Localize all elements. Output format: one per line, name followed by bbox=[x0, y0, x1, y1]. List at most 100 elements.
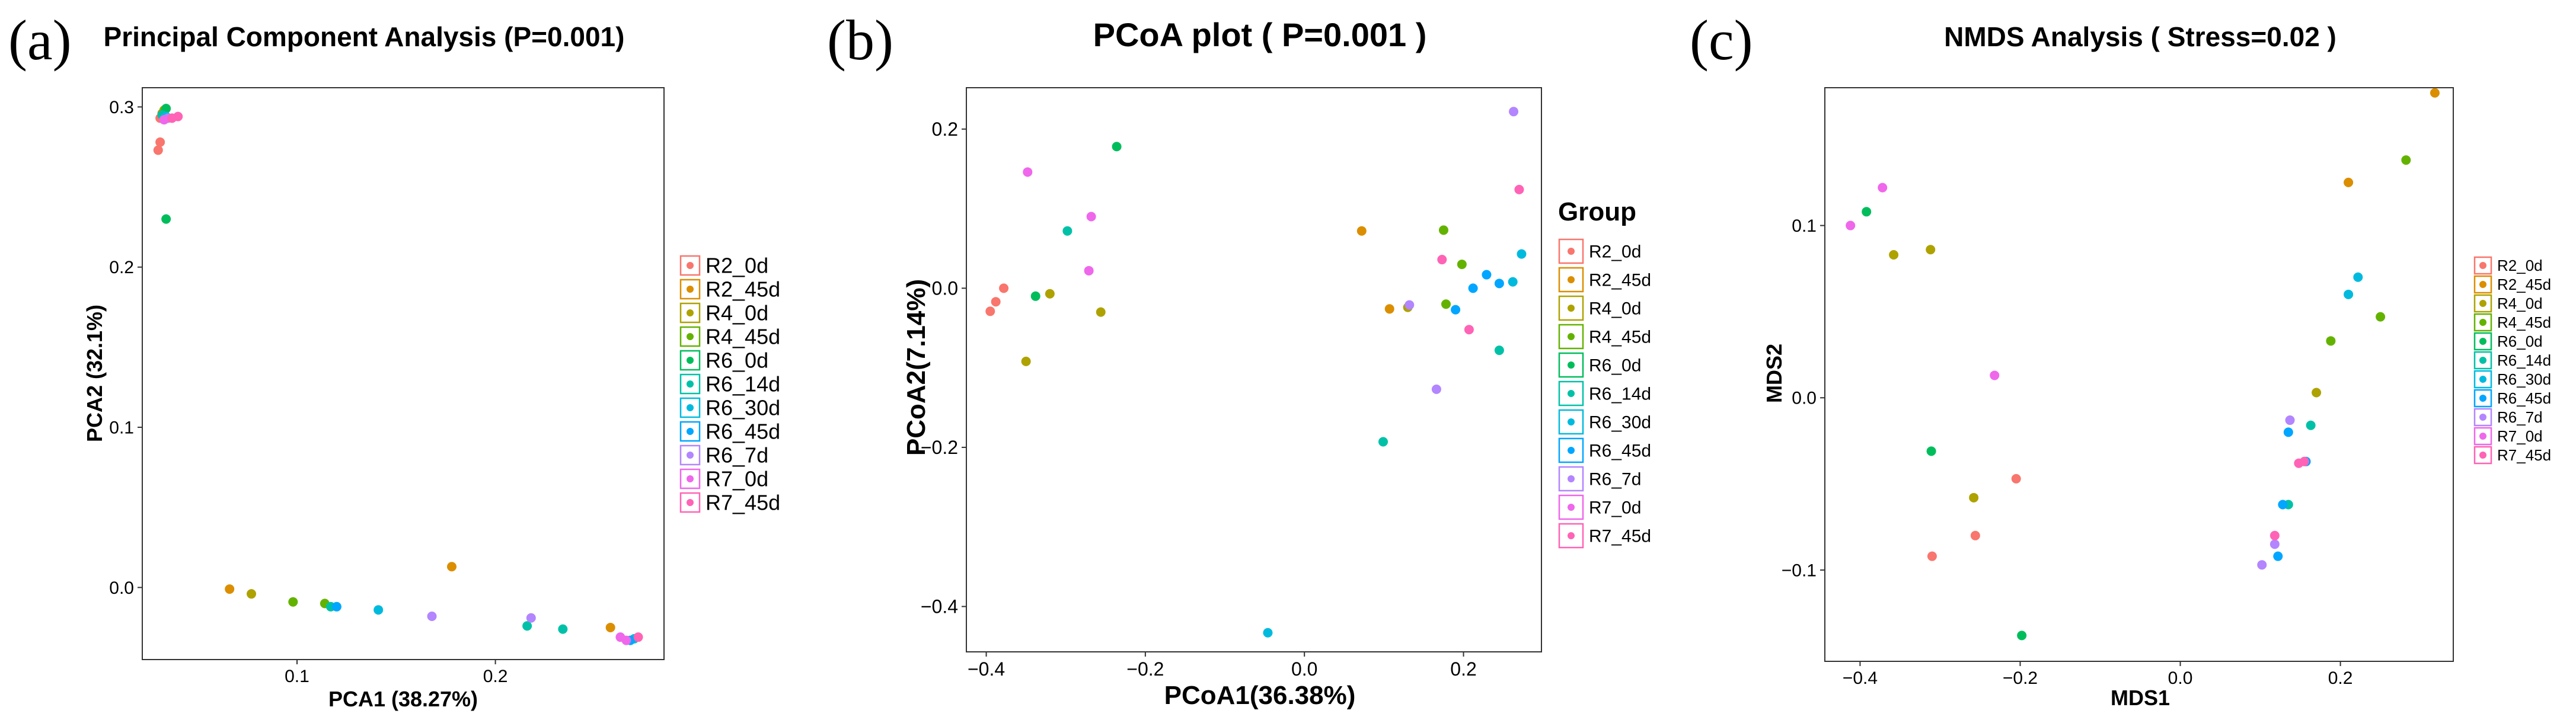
panel-b-label: (b) bbox=[827, 8, 893, 72]
panel-b-legend-marker bbox=[1568, 390, 1575, 397]
panel-b-point-r6-14d bbox=[1494, 345, 1504, 356]
panel-a-point-r6-7d bbox=[427, 612, 437, 622]
panel-c-legend-marker bbox=[2479, 319, 2486, 326]
panel-c-legend-label: R4_0d bbox=[2497, 295, 2543, 312]
panel-c-legend-label: R2_0d bbox=[2497, 257, 2543, 274]
panel-b-legend-label: R2_45d bbox=[1589, 271, 1651, 290]
panel-a-point-r6-14d bbox=[522, 621, 532, 631]
panel-c-x-tick-label: 0.0 bbox=[2168, 668, 2193, 688]
panel-a-legend-label: R6_14d bbox=[706, 372, 780, 396]
panel-b-point-r6-7d bbox=[1431, 384, 1441, 394]
panel-c-legend-key bbox=[2473, 408, 2492, 427]
panel-b-point-r4-0d bbox=[1096, 307, 1106, 317]
panel-c-legend-marker bbox=[2479, 452, 2486, 459]
panel-a-point-r2-45d bbox=[446, 562, 457, 572]
panel-a-point-r4-0d bbox=[247, 589, 257, 599]
panel-c-legend-label: R4_45d bbox=[2497, 313, 2551, 331]
panel-b-points bbox=[985, 107, 1527, 638]
panel-a-legend-label: R4_45d bbox=[706, 325, 780, 349]
panel-a-point-r6-30d bbox=[374, 605, 384, 615]
panel-c-point-r6-7d bbox=[2269, 539, 2280, 549]
panel-c-legend: R2_0dR2_45dR4_0dR4_45dR6_0dR6_14dR6_30dR… bbox=[2473, 256, 2551, 465]
panel-b-point-r7-0d bbox=[1023, 167, 1033, 177]
panel-b-x-axis-title: PCoA1(36.38%) bbox=[1164, 681, 1356, 710]
panel-a-legend-key bbox=[679, 421, 701, 442]
panel-b-x-tick-label: −0.4 bbox=[968, 658, 1005, 680]
panel-b-point-r4-0d bbox=[1045, 289, 1055, 299]
panel-a-point-r6-0d bbox=[161, 214, 171, 224]
panel-a-y-tick-label: 0.3 bbox=[109, 98, 134, 117]
panel-b-point-r6-7d bbox=[1404, 300, 1415, 310]
panel-c-point-r4-0d bbox=[1889, 249, 1899, 260]
panel-b-y-axis-title: PCoA2(7.14%) bbox=[902, 279, 931, 456]
panel-c-legend-key bbox=[2473, 313, 2492, 332]
panel-b-point-r4-45d bbox=[1457, 260, 1467, 270]
panel-b-title: PCoA plot ( P=0.001 ) bbox=[1093, 16, 1427, 53]
panel-c-y-axis-title: MDS2 bbox=[1762, 344, 1786, 403]
panel-b-legend-label: R6_14d bbox=[1589, 385, 1651, 404]
panel-c-point-r6-45d bbox=[2273, 551, 2283, 561]
panel-c-point-r2-0d bbox=[1970, 530, 1980, 540]
panel-b-point-r6-30d bbox=[1263, 628, 1273, 638]
panel-a-legend-marker bbox=[687, 499, 694, 506]
panel-a-x-tick-label: 0.1 bbox=[285, 667, 309, 686]
panel-b-legend-label: R4_0d bbox=[1589, 299, 1641, 319]
panel-b-y-tick-label: −0.2 bbox=[921, 437, 958, 458]
panel-b-point-r2-45d bbox=[1356, 226, 1367, 236]
panel-b-x-tick-label: 0.2 bbox=[1450, 658, 1476, 680]
panel-b-legend-label: R4_45d bbox=[1589, 328, 1651, 347]
panel-b-legend-marker bbox=[1568, 361, 1575, 369]
panel-c-legend-marker bbox=[2479, 395, 2486, 402]
panel-c-legend-label: R6_30d bbox=[2497, 370, 2551, 388]
panel-b-legend-marker bbox=[1568, 305, 1575, 312]
panel-a-legend-marker bbox=[687, 286, 694, 293]
panel-b-legend-label: R6_7d bbox=[1589, 470, 1641, 489]
panel-a-legend-label: R7_45d bbox=[706, 491, 780, 515]
panel-a-legend-label: R7_0d bbox=[706, 467, 768, 491]
panel-b-point-r6-30d bbox=[1517, 249, 1527, 259]
panel-c-point-r7-45d bbox=[2299, 456, 2309, 466]
panel-a-legend-marker bbox=[687, 475, 694, 482]
panel-c-legend-marker bbox=[2479, 338, 2486, 345]
panel-c-x-tick-label: −0.4 bbox=[1843, 668, 1878, 688]
panel-b-legend-key bbox=[1558, 380, 1584, 407]
panel-c-point-r2-45d bbox=[2344, 177, 2354, 187]
panel-a-point-r7-45d bbox=[173, 111, 183, 121]
panel-c-point-r6-45d bbox=[2278, 500, 2288, 510]
panel-c-point-r2-45d bbox=[2430, 88, 2440, 98]
panel-c-ticks: −0.4 −0.2 0.0 0.2 −0.1 0.0 0.1 bbox=[1782, 216, 2353, 688]
panel-a-points bbox=[153, 104, 643, 645]
panel-c-x-tick-label: −0.2 bbox=[2003, 668, 2038, 688]
panel-a-point-r6-14d bbox=[558, 624, 568, 634]
panel-c-point-r7-0d bbox=[1990, 370, 2000, 380]
panel-b-point-r2-0d bbox=[991, 297, 1001, 307]
panel-b-legend-label: R7_0d bbox=[1589, 498, 1641, 518]
panel-a-y-axis-title: PCA2 (32.1%) bbox=[82, 305, 107, 442]
panel-b-point-r6-30d bbox=[1508, 277, 1518, 287]
panel-c-legend-label: R6_14d bbox=[2497, 351, 2551, 369]
panel-c-x-axis-title: MDS1 bbox=[2111, 686, 2170, 710]
panel-b-legend-marker bbox=[1568, 447, 1575, 454]
panel-a-point-r6-45d bbox=[331, 601, 341, 612]
panel-a-point-r7-0d bbox=[621, 635, 631, 645]
panel-b-legend-key bbox=[1558, 437, 1584, 463]
panel-b-point-r6-0d bbox=[1112, 142, 1122, 152]
panel-c-title: NMDS Analysis ( Stress=0.02 ) bbox=[1944, 21, 2336, 52]
panel-c-point-r4-45d bbox=[2401, 155, 2411, 165]
panel-c-point-r6-0d bbox=[1926, 446, 1936, 456]
panel-a-legend-label: R2_45d bbox=[706, 277, 780, 302]
panel-c-label: (c) bbox=[1690, 8, 1753, 72]
panel-a-legend-marker bbox=[687, 333, 694, 340]
panel-b-point-r6-45d bbox=[1482, 270, 1492, 280]
panel-c-point-r4-0d bbox=[1969, 492, 1979, 503]
panel-b-x-tick-label: 0.0 bbox=[1291, 658, 1317, 680]
panel-a-y-tick-label: 0.2 bbox=[109, 258, 134, 277]
panel-b-y-tick-label: 0.2 bbox=[932, 119, 958, 140]
panel-b-point-r6-0d bbox=[1030, 291, 1040, 301]
panel-a-legend-label: R2_0d bbox=[706, 254, 768, 278]
panel-b-legend-marker bbox=[1568, 532, 1575, 539]
panel-b-point-r6-45d bbox=[1468, 283, 1478, 293]
panel-b-legend-marker bbox=[1568, 418, 1575, 425]
panel-b-legend-title: Group bbox=[1558, 197, 1636, 226]
